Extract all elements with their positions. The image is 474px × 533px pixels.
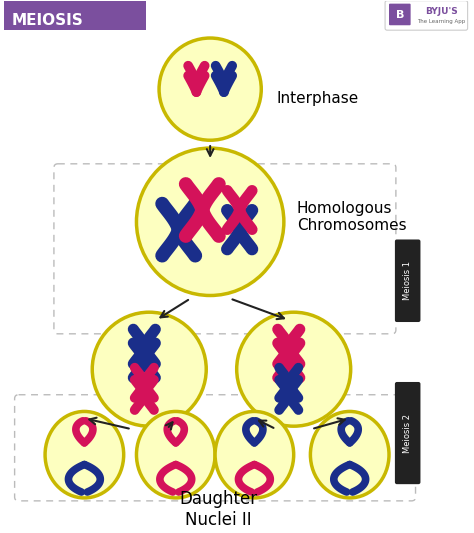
Ellipse shape bbox=[137, 148, 284, 295]
Ellipse shape bbox=[237, 312, 351, 426]
FancyBboxPatch shape bbox=[395, 382, 420, 484]
Ellipse shape bbox=[159, 38, 261, 140]
Text: Meiosis 2: Meiosis 2 bbox=[403, 414, 412, 453]
Text: BYJU'S: BYJU'S bbox=[425, 7, 457, 16]
Text: MEIOSIS: MEIOSIS bbox=[12, 13, 83, 28]
Ellipse shape bbox=[45, 411, 124, 498]
FancyBboxPatch shape bbox=[385, 1, 468, 30]
Text: Homologous
Chromosomes: Homologous Chromosomes bbox=[297, 201, 406, 233]
Text: Daughter
Nuclei II: Daughter Nuclei II bbox=[179, 490, 257, 529]
Ellipse shape bbox=[310, 411, 389, 498]
Ellipse shape bbox=[137, 411, 215, 498]
FancyBboxPatch shape bbox=[395, 239, 420, 322]
Ellipse shape bbox=[92, 312, 206, 426]
Text: The Learning App: The Learning App bbox=[417, 19, 465, 24]
Text: B: B bbox=[396, 11, 404, 20]
Text: Meiosis 1: Meiosis 1 bbox=[403, 261, 412, 300]
FancyBboxPatch shape bbox=[389, 4, 410, 25]
Ellipse shape bbox=[215, 411, 294, 498]
FancyBboxPatch shape bbox=[4, 1, 146, 30]
Text: Interphase: Interphase bbox=[277, 92, 359, 107]
